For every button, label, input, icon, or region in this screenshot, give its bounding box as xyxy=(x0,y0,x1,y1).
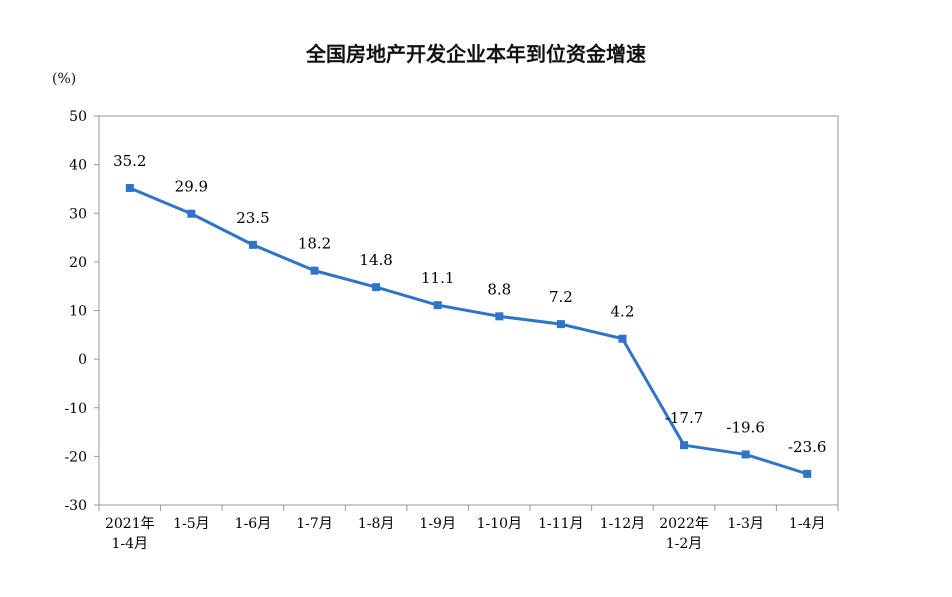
data-label: 23.5 xyxy=(236,209,269,227)
data-point-marker xyxy=(495,312,504,321)
data-point-marker xyxy=(248,240,257,249)
y-tick-label: 20 xyxy=(69,255,87,271)
series-line xyxy=(129,186,808,476)
y-tick-label: -20 xyxy=(64,449,87,465)
x-tick-label: 1-6月 xyxy=(235,516,272,532)
data-point-marker xyxy=(803,469,812,478)
y-axis-unit-label: (%) xyxy=(52,71,77,87)
data-point-marker xyxy=(433,301,442,310)
data-label: -19.6 xyxy=(726,418,764,436)
x-tick-label: 1-2月 xyxy=(666,536,703,552)
x-tick-label: 1-5月 xyxy=(173,516,210,532)
y-tick-label: -10 xyxy=(64,401,87,417)
data-point-marker xyxy=(310,266,319,275)
x-tick-label: 2022年 xyxy=(659,516,709,532)
y-tick-label: 30 xyxy=(69,206,87,222)
x-tick-label: 1-8月 xyxy=(358,516,395,532)
data-point-marker xyxy=(556,320,565,329)
data-point-marker xyxy=(741,450,750,459)
data-point-marker xyxy=(125,183,134,192)
data-point-marker xyxy=(680,441,689,450)
x-tick-label: 1-9月 xyxy=(419,516,456,532)
x-tick-label: 2021年 xyxy=(105,516,155,532)
data-label: -23.6 xyxy=(788,438,826,456)
y-tick-label: 40 xyxy=(69,158,87,174)
data-label: 35.2 xyxy=(113,152,146,170)
data-point-marker xyxy=(618,334,627,343)
data-label: 4.2 xyxy=(611,303,635,321)
x-tick-label: 1-10月 xyxy=(477,516,522,532)
y-tick-label: 0 xyxy=(78,352,87,368)
data-point-marker xyxy=(372,283,381,292)
x-tick-label: 1-11月 xyxy=(538,516,583,532)
data-label: -17.7 xyxy=(665,409,703,427)
data-label: 11.1 xyxy=(421,269,454,287)
x-tick-label: 1-12月 xyxy=(600,516,645,532)
y-tick-label: 10 xyxy=(69,304,87,320)
y-tick-label: -30 xyxy=(64,498,87,514)
data-label: 29.9 xyxy=(175,178,208,196)
x-tick-label: 1-4月 xyxy=(112,536,149,552)
x-tick-label: 1-4月 xyxy=(789,516,826,532)
data-label: 7.2 xyxy=(549,288,573,306)
x-tick-label: 1-3月 xyxy=(727,516,764,532)
chart-title: 全国房地产开发企业本年到位资金增速 xyxy=(306,42,646,66)
data-label: 8.8 xyxy=(487,280,511,298)
x-tick-label: 1-7月 xyxy=(296,516,333,532)
data-label: 18.2 xyxy=(298,235,331,253)
data-point-marker xyxy=(187,209,196,218)
y-tick-label: 50 xyxy=(69,109,87,125)
data-label: 14.8 xyxy=(359,251,392,269)
